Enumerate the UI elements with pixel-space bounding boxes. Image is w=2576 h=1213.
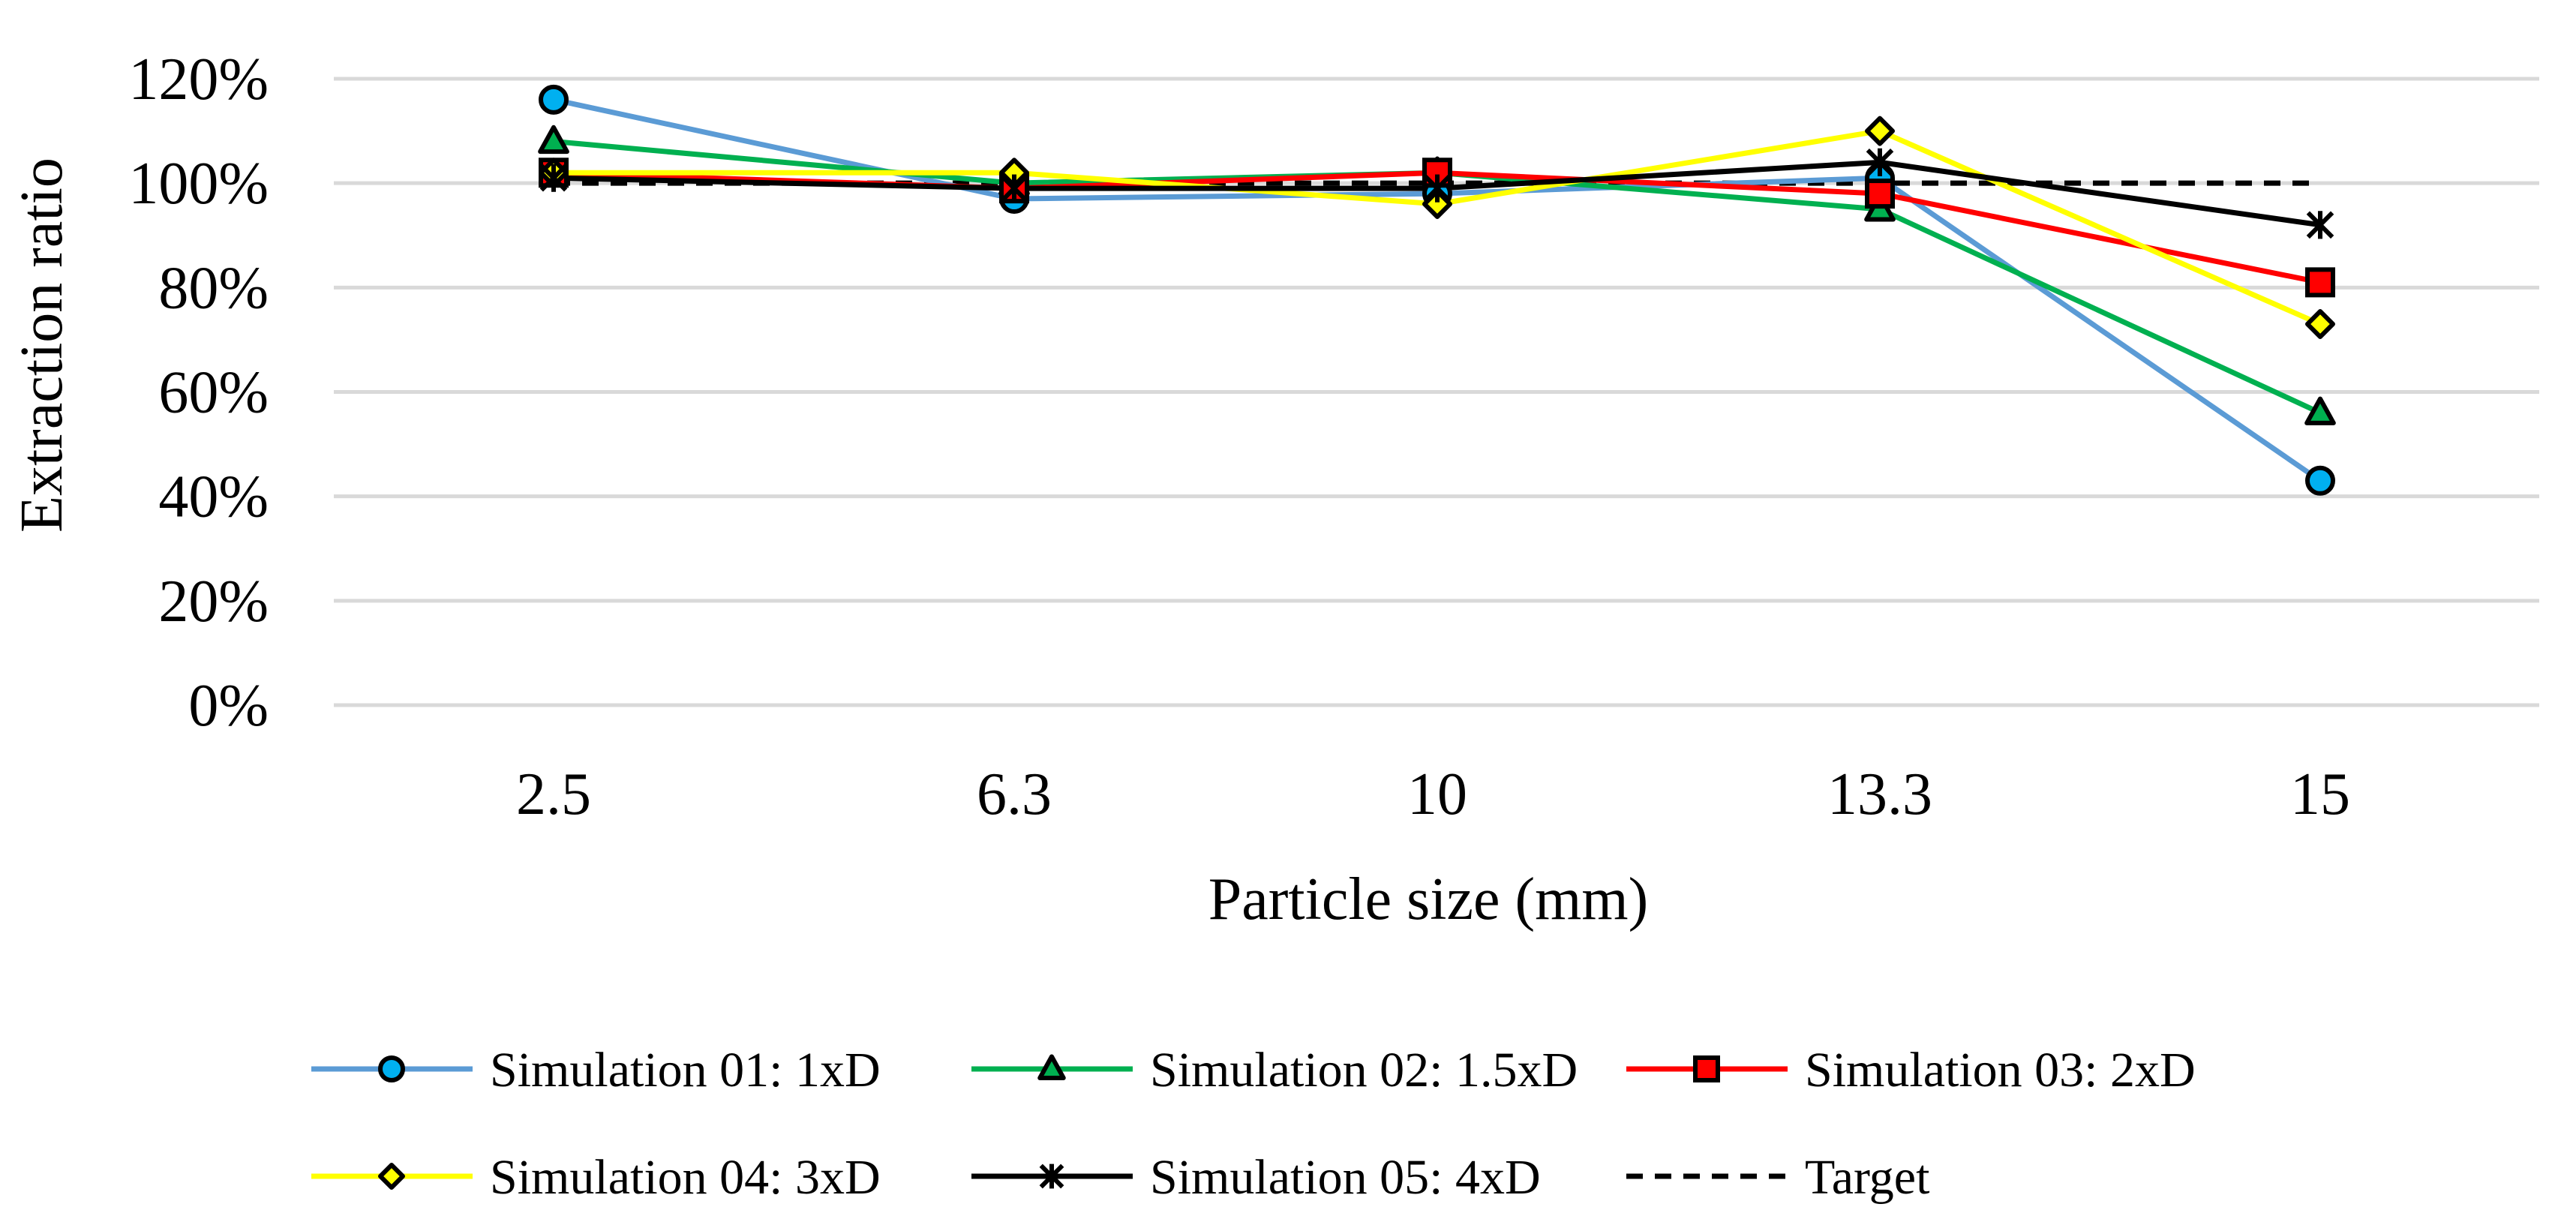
legend-marker [378, 1163, 405, 1190]
legend-item: Simulation 05: 4xD [971, 1150, 1541, 1205]
y-tick-label: 20% [158, 569, 269, 635]
series-5-point [1866, 148, 1894, 176]
y-tick-label: 0% [188, 673, 269, 739]
series-5-point [1423, 174, 1452, 203]
x-tick-label: 13.3 [1827, 761, 1932, 827]
legend-label: Simulation 02: 1.5xD [1150, 1043, 1578, 1097]
series-4-point [2305, 309, 2335, 340]
legend-label: Simulation 01: 1xD [490, 1043, 881, 1097]
x-tick-label: 10 [1407, 761, 1467, 827]
y-tick-label: 40% [158, 464, 269, 530]
series-markers [538, 84, 2336, 496]
series-1-point [539, 84, 569, 115]
series-3-point [1865, 179, 1895, 209]
legend-label: Simulation 03: 2xD [1805, 1043, 2196, 1097]
series-4-point [1865, 116, 1895, 146]
legend-item: Target [1626, 1150, 1929, 1205]
legend-item: Simulation 03: 2xD [1626, 1043, 2196, 1097]
series-5-point [1000, 174, 1028, 203]
y-axis-title: Extraction ratio [9, 158, 75, 533]
legend-item: Simulation 04: 3xD [311, 1150, 881, 1205]
x-tick-label: 2.5 [516, 761, 591, 827]
legend-label: Target [1805, 1150, 1929, 1205]
x-tick-labels: 2.5 6.3 10 13.3 15 [516, 761, 2350, 827]
legend-marker [1693, 1055, 1720, 1082]
series-1-point [2305, 465, 2335, 496]
series-3-point [2305, 267, 2335, 298]
legend-item: Simulation 01: 1xD [311, 1043, 881, 1097]
x-tick-label: 6.3 [977, 761, 1052, 827]
series-2-point [2304, 396, 2336, 425]
y-tick-label: 100% [128, 151, 269, 217]
y-tick-label: 80% [158, 255, 269, 321]
series-5-point [2306, 211, 2334, 239]
legend-label: Simulation 05: 4xD [1150, 1150, 1541, 1205]
series-2-point [538, 125, 569, 155]
y-tick-label: 120% [128, 47, 269, 113]
legend-label: Simulation 04: 3xD [490, 1150, 881, 1205]
y-tick-label: 60% [158, 360, 269, 426]
series-5-point [539, 164, 568, 192]
legend: Simulation 01: 1xD Simulation 02: 1.5xD Si… [311, 1043, 2196, 1205]
y-tick-labels: 0% 20% 40% 60% 80% 100% 120% [128, 47, 269, 739]
legend-item: Simulation 02: 1.5xD [971, 1043, 1578, 1097]
legend-marker [1039, 1163, 1064, 1189]
legend-marker [378, 1055, 405, 1082]
x-tick-label: 15 [2290, 761, 2350, 827]
x-axis-title: Particle size (mm) [1208, 866, 1648, 932]
legend-marker [1037, 1054, 1066, 1080]
